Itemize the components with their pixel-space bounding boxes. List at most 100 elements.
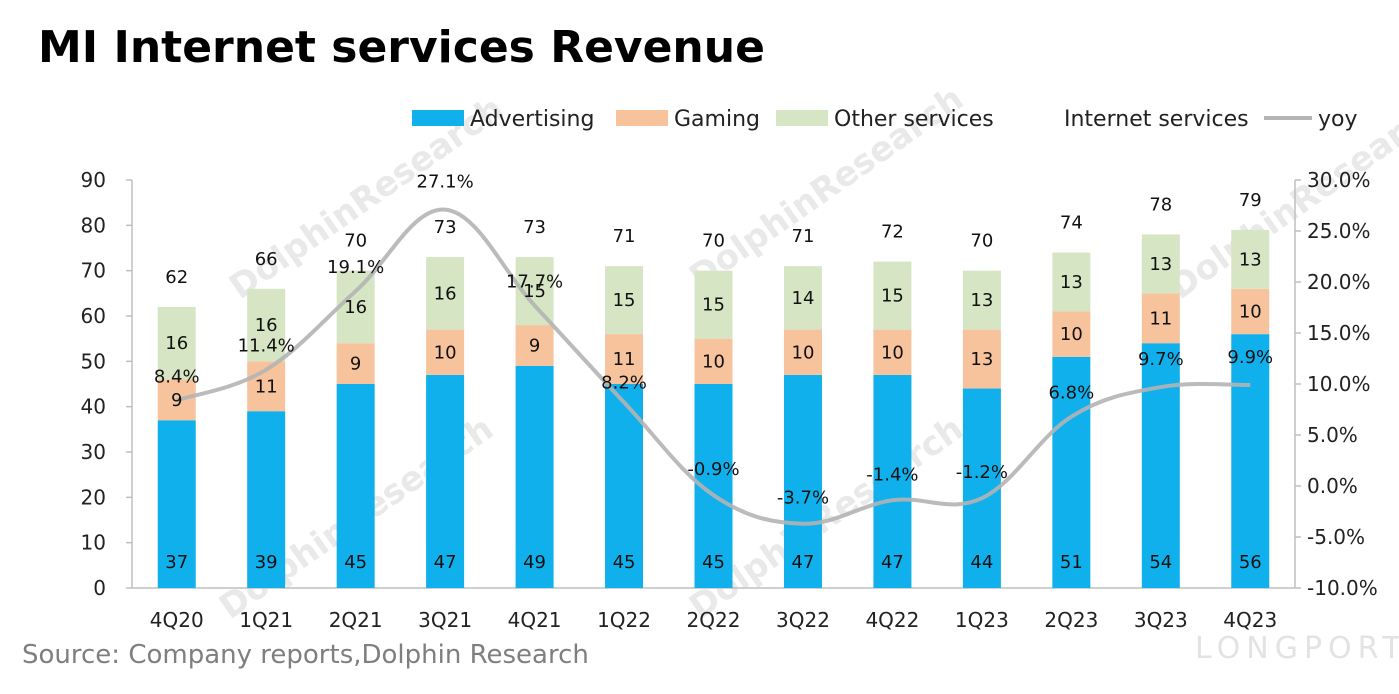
legend-gaming-label: Gaming <box>674 107 760 132</box>
right-tick-label: 20.0% <box>1307 270 1371 294</box>
bar-gaming <box>962 329 1001 389</box>
yoy-label: -0.9% <box>687 459 739 480</box>
right-tick-label: 30.0% <box>1307 168 1371 192</box>
right-tick-label: 15.0% <box>1307 321 1371 345</box>
bar-other-services-label: 15 <box>613 290 636 311</box>
total-label: 71 <box>792 226 815 247</box>
bar-other-services <box>783 266 822 330</box>
yoy-line <box>176 207 1251 526</box>
bar-other-services <box>336 270 375 344</box>
bar-advertising-label: 54 <box>1149 552 1172 573</box>
x-tick-label: 4Q20 <box>150 608 204 632</box>
bar-gaming <box>694 338 733 384</box>
total-label: 71 <box>613 226 636 247</box>
bar-gaming <box>1052 311 1091 357</box>
yoy-label: 6.8% <box>1048 383 1094 404</box>
total-label: 70 <box>970 231 993 252</box>
total-label: 74 <box>1060 213 1083 234</box>
bar-other-services <box>694 270 733 339</box>
bar-other-services <box>247 288 286 362</box>
total-label: 66 <box>255 249 278 270</box>
total-label: 70 <box>702 231 725 252</box>
x-tick-label: 3Q21 <box>418 608 472 632</box>
left-tick-label: 80 <box>81 213 106 237</box>
total-label: 78 <box>1149 194 1172 215</box>
legend-advertising-label: Advertising <box>470 107 594 132</box>
chart-title: MI Internet services Revenue <box>38 22 765 73</box>
legend-other-services-label: Other services <box>834 107 994 132</box>
x-tick-label: 1Q23 <box>955 608 1009 632</box>
bar-other-services <box>873 261 912 330</box>
left-tick-label: 70 <box>81 259 106 283</box>
bar-other-services <box>157 306 196 380</box>
legend-other-services-swatch <box>776 110 828 126</box>
bar-gaming-label: 9 <box>350 354 361 375</box>
bar-advertising <box>426 374 465 588</box>
yoy-label: 17.7% <box>506 271 563 292</box>
bar-advertising <box>873 374 912 588</box>
bar-gaming <box>605 334 644 384</box>
x-tick-label: 1Q21 <box>239 608 293 632</box>
bar-gaming <box>873 329 912 375</box>
bar-advertising-label: 47 <box>881 552 904 573</box>
legend-yoy-label: yoy <box>1318 107 1358 132</box>
bar-gaming <box>336 343 375 384</box>
x-tick-label: 4Q22 <box>865 608 919 632</box>
left-tick-label: 20 <box>81 485 106 509</box>
bar-advertising <box>515 365 554 588</box>
right-tick-label: 25.0% <box>1307 219 1371 243</box>
bar-other-services <box>426 257 465 330</box>
axes: 0 10 20 30 40 50 60 70 80 90 -10.0% -5.0% 0.0% 5.0% 10… <box>81 168 1378 632</box>
x-tick-label: 3Q22 <box>776 608 830 632</box>
bar-other-services-label: 13 <box>1149 254 1172 275</box>
bar-other-services <box>962 270 1001 330</box>
data-labels: 37 9 16 62 39 11 16 66 45 9 16 70 47 10 16 73 49 9 15 73 45 1… <box>154 172 1273 573</box>
bar-advertising-label: 45 <box>344 552 367 573</box>
total-label: 70 <box>344 231 367 252</box>
bar-gaming-label: 10 <box>881 342 904 363</box>
right-tick-label: 0.0% <box>1307 474 1358 498</box>
bar-other-services-label: 15 <box>881 286 904 307</box>
legend-internet-services-label: Internet services <box>1064 107 1249 132</box>
bar-other-services-label: 13 <box>970 290 993 311</box>
left-tick-label: 30 <box>81 440 106 464</box>
bar-advertising-label: 45 <box>613 552 636 573</box>
total-label: 73 <box>523 217 546 238</box>
bars <box>157 229 1270 588</box>
bar-gaming <box>1231 288 1270 335</box>
left-tick-label: 60 <box>81 304 106 328</box>
total-label: 62 <box>165 267 188 288</box>
x-tick-label: 3Q23 <box>1134 608 1188 632</box>
bar-gaming-label: 10 <box>1060 324 1083 345</box>
source-note: Source: Company reports,Dolphin Research <box>22 640 589 670</box>
bar-advertising-label: 49 <box>523 552 546 573</box>
bar-other-services <box>1231 229 1270 289</box>
yoy-label: 9.9% <box>1227 347 1273 368</box>
bar-other-services-label: 13 <box>1239 249 1262 270</box>
bar-other-services-label: 16 <box>165 333 188 354</box>
legend-advertising-swatch <box>412 110 464 126</box>
x-tick-label: 1Q22 <box>597 608 651 632</box>
x-tick-label: 4Q23 <box>1223 608 1277 632</box>
bar-advertising <box>157 420 196 588</box>
bar-advertising-label: 39 <box>255 552 278 573</box>
bar-advertising <box>783 374 822 588</box>
right-tick-label: -10.0% <box>1307 576 1378 600</box>
legend-gaming-swatch <box>616 110 668 126</box>
bar-gaming-label: 9 <box>171 390 182 411</box>
left-tick-label: 0 <box>93 576 106 600</box>
right-tick-label: -5.0% <box>1307 525 1365 549</box>
left-tick-label: 10 <box>81 531 106 555</box>
bar-advertising <box>1231 334 1270 588</box>
left-tick-label: 90 <box>81 168 106 192</box>
bar-other-services <box>605 266 644 335</box>
bar-advertising-label: 37 <box>165 552 188 573</box>
bar-advertising-label: 51 <box>1060 552 1083 573</box>
yoy-label: -1.4% <box>866 464 918 485</box>
left-tick-label: 40 <box>81 395 106 419</box>
bar-advertising-label: 56 <box>1239 552 1262 573</box>
bar-advertising <box>336 384 375 588</box>
bar-other-services <box>1141 234 1180 294</box>
bar-gaming-label: 13 <box>970 349 993 370</box>
x-tick-label: 2Q22 <box>687 608 741 632</box>
